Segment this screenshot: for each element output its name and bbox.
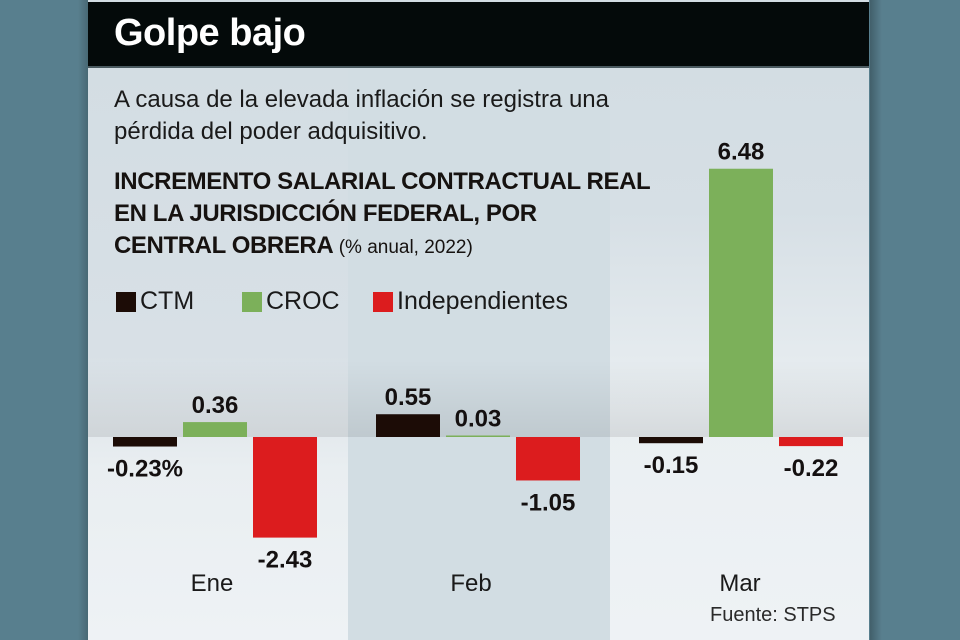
bar-independientes-ene [253,437,317,538]
legend-swatch-ctm [116,291,136,312]
data-label-independientes-mar: -0.22 [784,455,839,482]
bar-ctm-ene [113,437,177,447]
data-label-independientes-feb: -1.05 [521,489,576,516]
legend-swatch-croc [242,291,262,312]
data-label-ctm-ene: -0.23% [107,456,183,483]
legend-item-croc: CROC [242,287,340,316]
header-bar: Golpe bajo [88,2,869,66]
chart-title-unit: (% anual, 2022) [338,237,473,258]
source-note: Fuente: STPS [710,604,836,626]
subtitle: A causa de la elevada inflación se regis… [114,86,609,145]
infographic-card: Golpe bajo A causa de la elevada inflaci… [88,0,869,640]
data-label-croc-ene: 0.36 [192,392,239,419]
legend-label-croc: CROC [266,287,340,315]
category-label-feb: Feb [450,570,491,597]
bar-independientes-feb [516,437,580,481]
bar-independientes-mar [779,437,843,447]
page-title: Golpe bajo [114,12,306,54]
category-label-ene: Ene [191,570,234,597]
panel-ene [88,68,348,640]
bar-croc-ene [183,422,247,437]
legend-label-ctm: CTM [140,287,195,315]
bar-ctm-feb [376,414,440,437]
data-label-ctm-mar: -0.15 [644,452,699,479]
chart-title-main: INCREMENTO SALARIAL CONTRACTUAL REAL EN … [114,168,650,259]
category-label-mar: Mar [719,570,760,597]
data-label-croc-mar: 6.48 [718,139,765,166]
panel-feb [348,68,610,640]
chart-title: INCREMENTO SALARIAL CONTRACTUAL REAL EN … [114,166,654,264]
legend-swatch-independientes [373,291,393,312]
data-label-croc-feb: 0.03 [455,406,502,433]
bar-ctm-mar [639,437,703,444]
left-edge-shadow [78,0,88,640]
bar-croc-feb [446,435,510,437]
right-edge-shadow [870,0,882,640]
legend-item-independientes: Independientes [373,287,568,316]
legend-item-ctm: CTM [116,287,194,316]
bar-croc-mar [709,168,773,437]
bar-chart: -0.23% 0.36 -2.43 Ene 0.55 0.03 -1.05 Feb -0.15 6… [107,139,843,597]
legend-label-independientes: Independientes [397,287,568,315]
data-label-independientes-ene: -2.43 [258,547,313,574]
data-label-ctm-feb: 0.55 [385,384,432,411]
header-divider [88,66,869,68]
